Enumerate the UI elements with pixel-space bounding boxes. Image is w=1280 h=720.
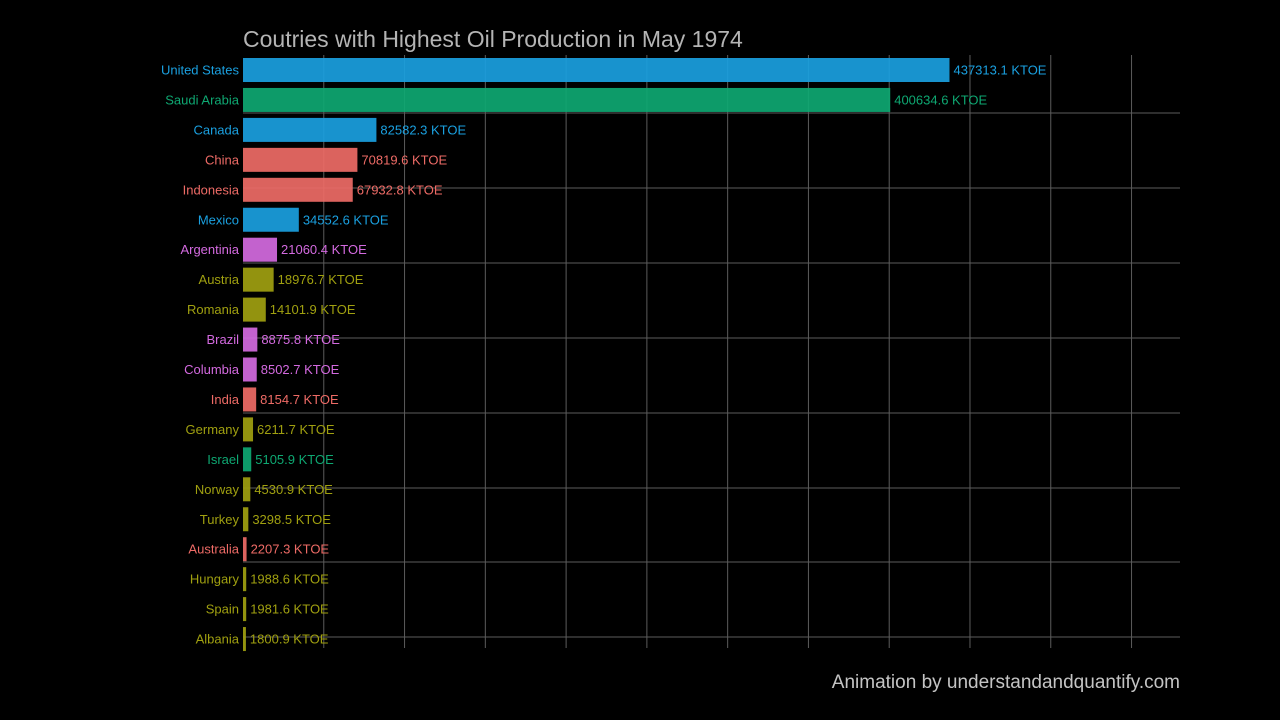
bar-israel: [243, 447, 252, 472]
category-label: Columbia: [184, 362, 240, 377]
bar-australia: [243, 537, 247, 562]
category-label: Australia: [188, 542, 239, 557]
value-label: 1988.6 KTOE: [250, 572, 329, 587]
value-label: 18976.7 KTOE: [278, 272, 364, 287]
bar-saudi-arabia: [243, 87, 891, 112]
category-label: Turkey: [200, 512, 240, 527]
value-label: 70819.6 KTOE: [361, 152, 447, 167]
category-label: Brazil: [206, 332, 239, 347]
value-label: 34552.6 KTOE: [303, 212, 389, 227]
grid-lines: [243, 55, 1180, 648]
bar-columbia: [243, 357, 257, 382]
category-label: Albania: [196, 632, 240, 647]
value-label: 82582.3 KTOE: [380, 122, 466, 137]
category-label: Israel: [207, 452, 239, 467]
bar-romania: [243, 297, 266, 322]
bar-united-states: [243, 58, 950, 82]
bar-albania: [243, 627, 246, 652]
category-label: Spain: [206, 602, 239, 617]
category-label: Saudi Arabia: [165, 92, 239, 107]
value-label: 6211.7 KTOE: [257, 422, 335, 437]
category-label: Canada: [193, 122, 239, 137]
value-label: 67932.8 KTOE: [357, 182, 443, 197]
value-label: 21060.4 KTOE: [281, 242, 367, 257]
bar-germany: [243, 417, 254, 442]
category-label: Germany: [186, 422, 240, 437]
value-label: 4530.9 KTOE: [254, 482, 333, 497]
category-label: Hungary: [190, 572, 240, 587]
bar-turkey: [243, 507, 249, 532]
value-label: 8875.8 KTOE: [261, 332, 340, 347]
category-label: India: [211, 392, 240, 407]
value-label: 437313.1 KTOE: [953, 63, 1046, 78]
bars: [243, 58, 950, 652]
value-label: 8502.7 KTOE: [261, 362, 340, 377]
bar-india: [243, 387, 257, 412]
chart-title: Coutries with Highest Oil Production in …: [243, 26, 743, 52]
bar-mexico: [243, 207, 299, 232]
value-label: 2207.3 KTOE: [251, 542, 330, 557]
category-label: Argentinia: [180, 242, 239, 257]
value-label: 1800.9 KTOE: [250, 632, 329, 647]
category-label: United States: [161, 63, 240, 78]
bar-hungary: [243, 567, 247, 592]
chart-caption: Animation by understandandquantify.com: [832, 672, 1180, 693]
labels: United States 437313.1 KTOE Saudi Arabia 40…: [161, 63, 1047, 647]
value-label: 1981.6 KTOE: [250, 602, 329, 617]
category-label: Romania: [187, 302, 240, 317]
value-label: 400634.6 KTOE: [894, 92, 987, 107]
bar-spain: [243, 597, 247, 622]
category-label: Austria: [199, 272, 240, 287]
value-label: 8154.7 KTOE: [260, 392, 339, 407]
bar-canada: [243, 117, 377, 142]
bar-indonesia: [243, 177, 353, 202]
value-label: 3298.5 KTOE: [252, 512, 331, 527]
bar-austria: [243, 267, 274, 292]
category-label: Indonesia: [183, 182, 240, 197]
category-label: Mexico: [198, 212, 239, 227]
bar-norway: [243, 477, 251, 502]
category-label: China: [205, 152, 240, 167]
value-label: 14101.9 KTOE: [270, 302, 356, 317]
bar-argentinia: [243, 237, 278, 262]
bar-china: [243, 147, 358, 172]
value-label: 5105.9 KTOE: [255, 452, 334, 467]
bar-brazil: [243, 327, 258, 352]
category-label: Norway: [195, 482, 240, 497]
